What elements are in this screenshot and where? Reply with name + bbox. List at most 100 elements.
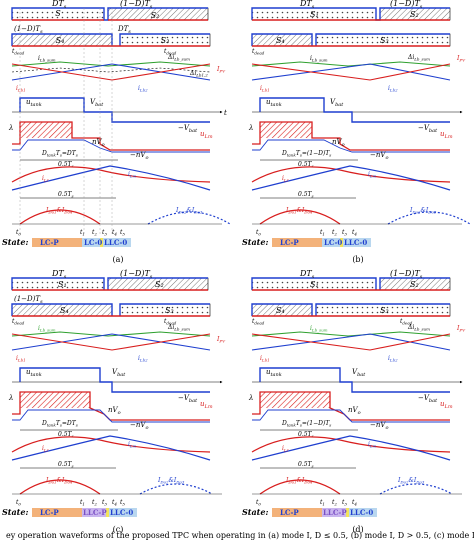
svg-text:ΔiLb_sum: ΔiLb_sum <box>167 54 190 62</box>
svg-text:State:: State: <box>242 507 268 517</box>
svg-text:iLr: iLr <box>282 175 290 183</box>
svg-text:iLr: iLr <box>42 445 50 453</box>
svg-text:0.5Ts: 0.5Ts <box>298 461 314 469</box>
svg-text:IDo2&IDo3: IDo2&IDo3 <box>397 477 425 485</box>
svg-text:S₁: S₁ <box>310 280 319 289</box>
svg-text:LC-0: LC-0 <box>84 238 102 247</box>
svg-text:−nVo: −nVo <box>370 151 388 161</box>
svg-text:iLm: iLm <box>368 441 377 449</box>
svg-text:LLC-0: LLC-0 <box>110 508 133 517</box>
panel-a: S S₂ DTs (1−D)Ts S₄ S₃ (1−D)Ts DTs tdead… <box>2 0 231 264</box>
state-seg-1: LC-P <box>40 238 59 247</box>
panel-d: S₁ S₂ DTs (1−D)Ts S₄ S₃ tdead tdead iLb_… <box>242 269 466 534</box>
svg-text:ΔiLb1,2: ΔiLb1,2 <box>189 70 208 78</box>
svg-text:−Vbat: −Vbat <box>418 124 438 134</box>
svg-text:t0: t0 <box>256 229 261 237</box>
svg-text:tdead: tdead <box>164 318 177 326</box>
svg-text:iLr: iLr <box>282 445 290 453</box>
svg-text:t3: t3 <box>342 229 347 237</box>
svg-text:LLC-0: LLC-0 <box>344 238 367 247</box>
svg-text:t2: t2 <box>92 499 97 507</box>
svg-text:t4: t4 <box>352 229 357 237</box>
svg-text:tdead: tdead <box>12 48 25 56</box>
svg-text:LC-P: LC-P <box>280 238 299 247</box>
svg-text:State:: State: <box>242 237 268 247</box>
svg-text:S₂: S₂ <box>410 280 419 289</box>
svg-text:S₄: S₄ <box>60 306 69 315</box>
svg-text:DtankTs=DTs: DtankTs=DTs <box>41 150 78 158</box>
svg-text:0.5Ts: 0.5Ts <box>58 461 74 469</box>
svg-text:IDo1&IDo4: IDo1&IDo4 <box>45 207 73 215</box>
svg-text:DtankTs=(1−D)Ts: DtankTs=(1−D)Ts <box>281 420 331 428</box>
svg-text:nVo: nVo <box>108 406 121 416</box>
svg-text:S₄: S₄ <box>276 306 285 315</box>
svg-text:iLm: iLm <box>368 171 377 179</box>
svg-text:t3: t3 <box>342 499 347 507</box>
svg-text:iLm: iLm <box>128 171 137 179</box>
svg-text:utank: utank <box>26 368 42 378</box>
svg-text:0.5Ts: 0.5Ts <box>58 161 74 169</box>
figure-caption: ey operation waveforms of the proposed T… <box>6 531 474 540</box>
svg-text:LLC-0: LLC-0 <box>104 238 127 247</box>
svg-text:LLC-P: LLC-P <box>323 508 347 517</box>
svg-text:t1: t1 <box>80 499 85 507</box>
svg-text:S₄: S₄ <box>276 36 285 45</box>
svg-text:Vbat: Vbat <box>352 368 366 378</box>
svg-text:t: t <box>224 109 227 117</box>
svg-text:iLb1: iLb1 <box>260 355 270 363</box>
svg-text:IDo2&IDo3: IDo2&IDo3 <box>157 477 185 485</box>
caption-a: (a) <box>112 255 123 264</box>
svg-text:λ: λ <box>248 124 253 132</box>
svg-text:utank: utank <box>26 98 42 108</box>
panel-c: S₁ S₂ DTs (1−D)Ts S₄ S₃ (1−D)Ts tdead td… <box>2 269 226 534</box>
caption-d: (d) <box>352 525 363 534</box>
svg-text:λ: λ <box>248 394 253 402</box>
svg-text:LC-0: LC-0 <box>324 238 342 247</box>
svg-text:t1: t1 <box>320 499 325 507</box>
svg-text:S₄: S₄ <box>56 36 65 45</box>
svg-text:−Vbat: −Vbat <box>418 394 438 404</box>
svg-text:uLm: uLm <box>440 400 453 410</box>
svg-text:(1−D)Ts: (1−D)Ts <box>14 295 43 305</box>
svg-text:0.5Ts: 0.5Ts <box>58 431 74 439</box>
svg-text:iLb_sum: iLb_sum <box>310 325 328 333</box>
panel-b: S₁ S₂ DTs (1−D)Ts S₄ S₃ tdead iLb_sum Δi… <box>242 0 471 264</box>
svg-text:IDo1&IDo4: IDo1&IDo4 <box>45 477 73 485</box>
caption-b: (b) <box>352 255 363 264</box>
svg-text:S₁: S₁ <box>310 10 319 19</box>
svg-text:Vbat: Vbat <box>330 98 344 108</box>
svg-text:DTs: DTs <box>299 0 315 10</box>
svg-text:λ: λ <box>8 124 13 132</box>
svg-text:IDo2&IDo3: IDo2&IDo3 <box>175 207 203 215</box>
svg-text:t1: t1 <box>80 229 85 237</box>
svg-text:t4: t4 <box>112 229 117 237</box>
svg-text:S₃: S₃ <box>161 36 170 45</box>
svg-text:iLb_sum: iLb_sum <box>38 55 56 63</box>
s1-label: S <box>55 9 61 18</box>
svg-text:t2: t2 <box>332 499 337 507</box>
svg-text:iLr: iLr <box>42 175 50 183</box>
svg-text:iLb2: iLb2 <box>138 355 148 363</box>
svg-text:LC-P: LC-P <box>40 508 59 517</box>
svg-text:iLb1: iLb1 <box>260 85 270 93</box>
svg-text:t2: t2 <box>332 229 337 237</box>
svg-text:S₂: S₂ <box>155 280 164 289</box>
svg-text:S₁: S₁ <box>58 280 67 289</box>
svg-text:−Vbat: −Vbat <box>178 394 198 404</box>
svg-text:S₂: S₂ <box>410 10 419 19</box>
svg-text:t3: t3 <box>102 229 107 237</box>
svg-text:IPV: IPV <box>456 325 466 333</box>
svg-text:nVo: nVo <box>348 406 361 416</box>
svg-text:t4: t4 <box>112 499 117 507</box>
svg-text:LLC-0: LLC-0 <box>350 508 373 517</box>
svg-text:0.5Ts: 0.5Ts <box>298 161 314 169</box>
svg-text:(1−D)Ts: (1−D)Ts <box>390 0 423 10</box>
svg-text:−nVo: −nVo <box>130 421 148 431</box>
svg-text:iLb2: iLb2 <box>388 85 398 93</box>
dt-label: DTs <box>51 0 67 10</box>
svg-text:DtankTs=(1−D)Ts: DtankTs=(1−D)Ts <box>281 150 331 158</box>
svg-text:−nVo: −nVo <box>370 421 388 431</box>
svg-text:IPV: IPV <box>456 55 466 63</box>
svg-text:(1−D)Ts: (1−D)Ts <box>390 269 423 280</box>
